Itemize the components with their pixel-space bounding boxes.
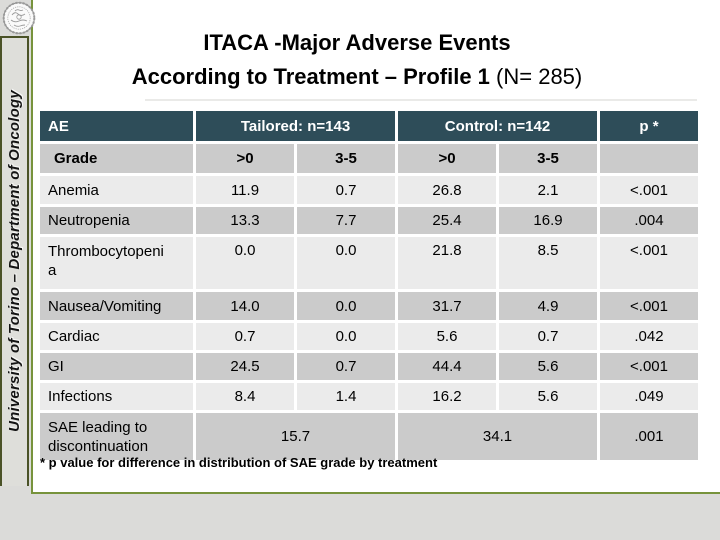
p-value-cell: <.001	[600, 237, 698, 289]
ae-label: Infections	[40, 383, 193, 410]
grade-col: >0	[398, 144, 496, 173]
ae-label: Anemia	[40, 176, 193, 204]
slide-title-line2-n: (N= 285)	[489, 64, 583, 89]
value-cell: 7.7	[297, 207, 395, 234]
value-cell: 24.5	[196, 353, 294, 380]
value-cell: 2.1	[499, 176, 597, 204]
university-logo-seal-icon	[2, 1, 36, 35]
university-sidebar-text: University of Torino – Department of Onc…	[6, 90, 23, 432]
title-divider	[145, 99, 697, 101]
value-cell: 8.5	[499, 237, 597, 289]
grade-col: 3-5	[499, 144, 597, 173]
value-cell: 1.4	[297, 383, 395, 410]
ae-label: GI	[40, 353, 193, 380]
value-cell: 5.6	[499, 383, 597, 410]
p-value-cell: .001	[600, 413, 698, 460]
value-cell-tailored: 15.7	[196, 413, 395, 460]
value-cell: 0.0	[196, 237, 294, 289]
university-sidebar	[0, 36, 29, 486]
ae-label: Nausea/Vomiting	[40, 292, 193, 320]
value-cell: 44.4	[398, 353, 496, 380]
p-value-footnote: * p value for difference in distribution…	[40, 455, 438, 470]
table-header-row: AE Tailored: n=143 Control: n=142 p *	[40, 111, 698, 141]
header-tailored: Tailored: n=143	[196, 111, 395, 141]
ae-label: SAE leading to discontinuation	[40, 413, 193, 460]
grade-label: Grade	[40, 144, 193, 173]
slide-title-line2: According to Treatment – Profile 1 (N= 2…	[0, 60, 714, 94]
value-cell: 5.6	[499, 353, 597, 380]
slide-title-line1: ITACA -Major Adverse Events	[203, 30, 511, 55]
adverse-events-table: AE Tailored: n=143 Control: n=142 p * Gr…	[37, 108, 701, 463]
value-cell: 25.4	[398, 207, 496, 234]
slide-title: ITACA -Major Adverse Events According to…	[0, 26, 714, 94]
p-value-cell: <.001	[600, 176, 698, 204]
ae-label: Neutropenia	[40, 207, 193, 234]
table-row-gi: GI 24.5 0.7 44.4 5.6 <.001	[40, 353, 698, 380]
p-value-cell: .004	[600, 207, 698, 234]
value-cell: 16.9	[499, 207, 597, 234]
p-value-cell: <.001	[600, 353, 698, 380]
value-cell: 0.7	[499, 323, 597, 350]
value-cell: 26.8	[398, 176, 496, 204]
value-cell: 13.3	[196, 207, 294, 234]
value-cell: 0.7	[297, 176, 395, 204]
grade-subheader-row: Grade >0 3-5 >0 3-5	[40, 144, 698, 173]
value-cell: 31.7	[398, 292, 496, 320]
value-cell: 21.8	[398, 237, 496, 289]
grade-empty-cell	[600, 144, 698, 173]
table-row-infections: Infections 8.4 1.4 16.2 5.6 .049	[40, 383, 698, 410]
header-control: Control: n=142	[398, 111, 597, 141]
value-cell: 0.0	[297, 292, 395, 320]
p-value-cell: .042	[600, 323, 698, 350]
table-row-neutropenia: Neutropenia 13.3 7.7 25.4 16.9 .004	[40, 207, 698, 234]
grade-col: 3-5	[297, 144, 395, 173]
value-cell: 0.0	[297, 323, 395, 350]
ae-label: Cardiac	[40, 323, 193, 350]
table-row-thrombocytopenia: Thrombocytopenia 0.0 0.0 21.8 8.5 <.001	[40, 237, 698, 289]
ae-label: Thrombocytopenia	[40, 237, 193, 289]
value-cell: 8.4	[196, 383, 294, 410]
table-row-sae-discontinuation: SAE leading to discontinuation 15.7 34.1…	[40, 413, 698, 460]
table-row-anemia: Anemia 11.9 0.7 26.8 2.1 <.001	[40, 176, 698, 204]
value-cell: 4.9	[499, 292, 597, 320]
value-cell: 14.0	[196, 292, 294, 320]
value-cell: 16.2	[398, 383, 496, 410]
table-row-cardiac: Cardiac 0.7 0.0 5.6 0.7 .042	[40, 323, 698, 350]
value-cell: 0.7	[196, 323, 294, 350]
value-cell: 0.0	[297, 237, 395, 289]
value-cell: 0.7	[297, 353, 395, 380]
value-cell: 5.6	[398, 323, 496, 350]
slide-title-line2-main: According to Treatment – Profile 1	[131, 64, 490, 89]
header-p-value: p *	[600, 111, 698, 141]
p-value-cell: <.001	[600, 292, 698, 320]
value-cell-control: 34.1	[398, 413, 597, 460]
table-row-nausea-vomiting: Nausea/Vomiting 14.0 0.0 31.7 4.9 <.001	[40, 292, 698, 320]
header-ae: AE	[40, 111, 193, 141]
value-cell: 11.9	[196, 176, 294, 204]
grade-col: >0	[196, 144, 294, 173]
p-value-cell: .049	[600, 383, 698, 410]
